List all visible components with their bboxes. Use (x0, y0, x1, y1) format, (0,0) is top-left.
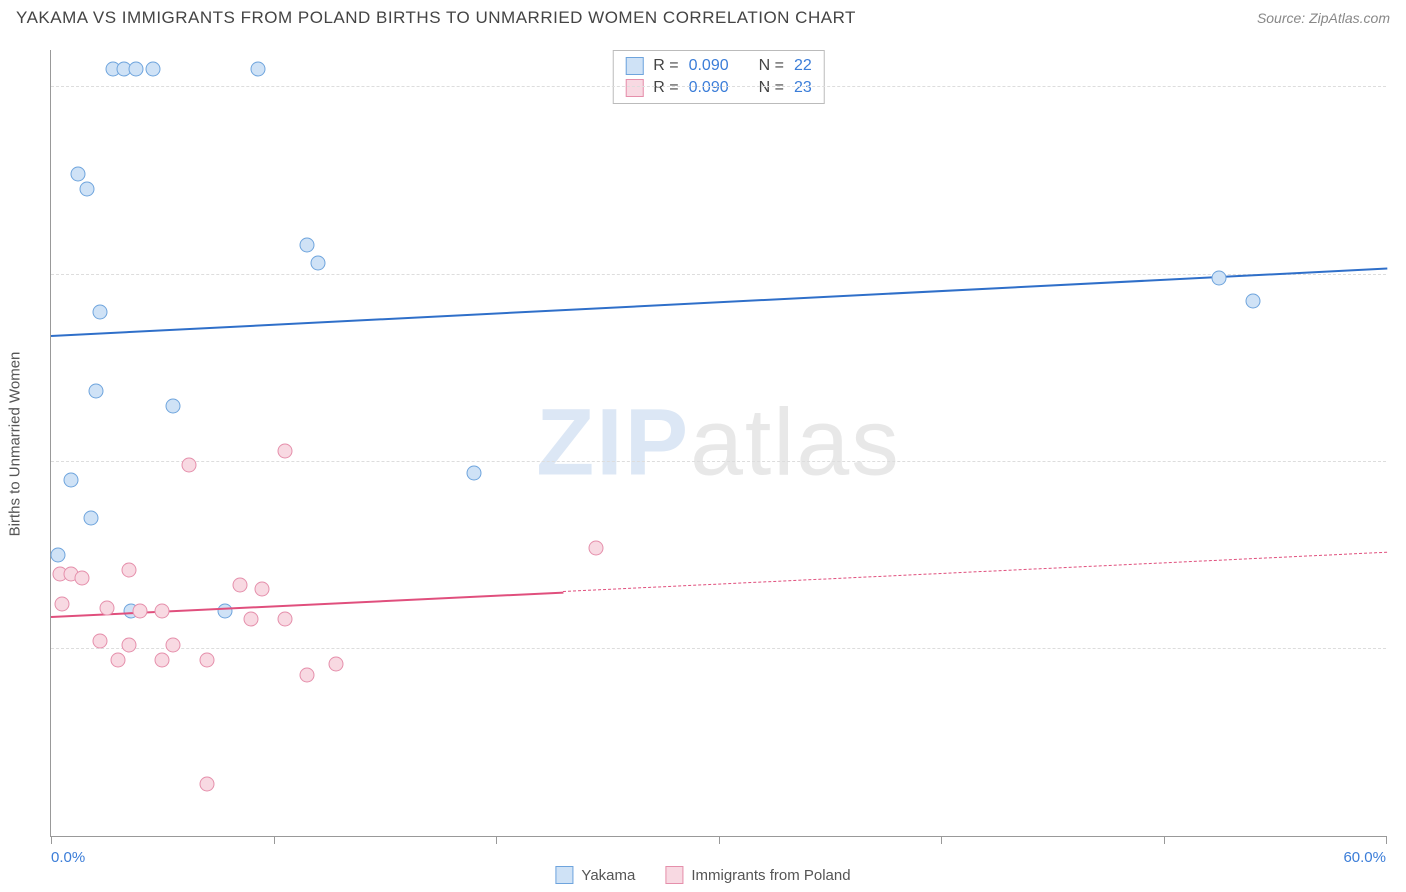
data-point (121, 563, 136, 578)
data-point (64, 473, 79, 488)
data-point (133, 604, 148, 619)
data-point (250, 61, 265, 76)
x-tick (1164, 836, 1165, 844)
stat-n-value: 22 (794, 57, 812, 75)
x-tick (941, 836, 942, 844)
data-point (166, 638, 181, 653)
y-tick-label: 25.0% (1396, 623, 1406, 640)
x-tick (274, 836, 275, 844)
data-point (70, 166, 85, 181)
stat-n-label: N = (759, 57, 784, 75)
data-point (155, 604, 170, 619)
data-point (199, 776, 214, 791)
gridline (51, 86, 1386, 87)
data-point (84, 510, 99, 525)
x-tick-label: 60.0% (1343, 849, 1386, 866)
data-point (146, 61, 161, 76)
legend-item: Yakama (555, 866, 635, 884)
data-point (110, 653, 125, 668)
data-point (277, 611, 292, 626)
gridline (51, 648, 1386, 649)
gridline (51, 274, 1386, 275)
data-point (79, 181, 94, 196)
y-axis-label: Births to Unmarried Women (7, 351, 24, 536)
legend-label: Immigrants from Poland (691, 867, 850, 884)
y-tick-label: 100.0% (1396, 62, 1406, 79)
data-point (217, 604, 232, 619)
data-point (466, 465, 481, 480)
x-tick (51, 836, 52, 844)
stat-r-label: R = (653, 79, 678, 97)
legend-swatch (625, 79, 643, 97)
x-tick (496, 836, 497, 844)
chart-title: YAKAMA VS IMMIGRANTS FROM POLAND BIRTHS … (16, 8, 856, 28)
watermark: ZIPatlas (536, 389, 900, 498)
data-point (181, 458, 196, 473)
x-tick (1386, 836, 1387, 844)
data-point (166, 398, 181, 413)
data-point (121, 638, 136, 653)
stat-r-value: 0.090 (689, 79, 729, 97)
data-point (199, 653, 214, 668)
data-point (589, 540, 604, 555)
y-tick-label: 50.0% (1396, 436, 1406, 453)
data-point (155, 653, 170, 668)
stat-legend-row: R = 0.090 N = 22 (625, 55, 812, 77)
legend-label: Yakama (581, 867, 635, 884)
stat-legend-row: R = 0.090 N = 23 (625, 77, 812, 99)
legend-item: Immigrants from Poland (665, 866, 850, 884)
data-point (1212, 271, 1227, 286)
data-point (299, 237, 314, 252)
legend-swatch (625, 57, 643, 75)
data-point (128, 61, 143, 76)
data-point (311, 256, 326, 271)
x-tick-label: 0.0% (51, 849, 85, 866)
data-point (99, 600, 114, 615)
plot-region: ZIPatlas R =0.090N =22R =0.090N =23 25.0… (50, 50, 1386, 837)
stat-legend: R = 0.090 N = 22 R = 0.090 N = 23 (612, 50, 825, 104)
data-point (299, 668, 314, 683)
stat-n-label: N = (759, 79, 784, 97)
source-attribution: Source: ZipAtlas.com (1257, 10, 1390, 26)
data-point (277, 443, 292, 458)
data-point (233, 578, 248, 593)
data-point (244, 611, 259, 626)
header: YAKAMA VS IMMIGRANTS FROM POLAND BIRTHS … (0, 0, 1406, 32)
legend-swatch (665, 866, 683, 884)
data-point (328, 656, 343, 671)
data-point (255, 581, 270, 596)
data-point (75, 570, 90, 585)
data-point (50, 548, 65, 563)
series-legend: Yakama Immigrants from Poland (555, 866, 850, 884)
legend-swatch (555, 866, 573, 884)
stat-n-value: 23 (794, 79, 812, 97)
trend-line (51, 267, 1387, 336)
data-point (92, 305, 107, 320)
stat-r-value: 0.090 (689, 57, 729, 75)
data-point (92, 634, 107, 649)
x-tick (719, 836, 720, 844)
trend-line-dashed (563, 552, 1387, 592)
data-point (88, 383, 103, 398)
stat-r-label: R = (653, 57, 678, 75)
y-tick-label: 75.0% (1396, 249, 1406, 266)
data-point (55, 596, 70, 611)
gridline (51, 461, 1386, 462)
data-point (1245, 293, 1260, 308)
chart-area: Births to Unmarried Women ZIPatlas R =0.… (50, 50, 1386, 837)
